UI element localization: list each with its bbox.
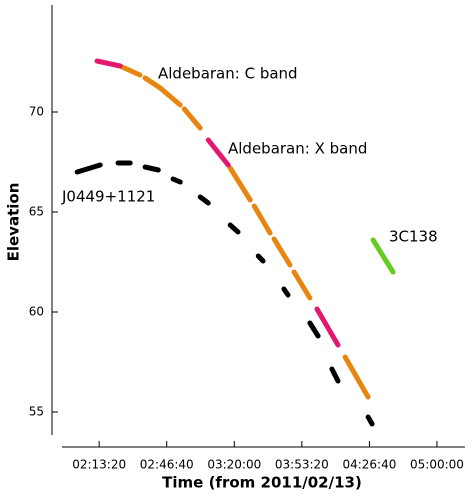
series-line <box>370 237 396 275</box>
series-label: Aldebaran: C band <box>158 65 298 83</box>
x-axis-label: Time (from 2011/02/13) <box>162 474 362 492</box>
series-label: Aldebaran: X band <box>228 140 367 158</box>
y-tick-label: 60 <box>29 305 44 319</box>
x-tick-label: 03:20:00 <box>207 458 261 472</box>
y-tick-label: 70 <box>29 105 44 119</box>
series-line <box>117 63 371 400</box>
x-tick-label: 02:13:20 <box>72 458 126 472</box>
series-line <box>74 160 375 427</box>
x-tick-label: 05:00:00 <box>410 458 464 472</box>
series-line <box>94 58 341 348</box>
y-tick-label: 55 <box>29 405 44 419</box>
y-tick-label: 65 <box>29 205 44 219</box>
x-tick-label: 03:53:20 <box>275 458 329 472</box>
series-label: J0449+1121 <box>61 188 155 206</box>
x-tick-label: 02:46:40 <box>140 458 194 472</box>
y-axis-label: Elevation <box>5 183 23 262</box>
x-tick-label: 04:26:40 <box>342 458 396 472</box>
series-label: 3C138 <box>389 228 438 246</box>
